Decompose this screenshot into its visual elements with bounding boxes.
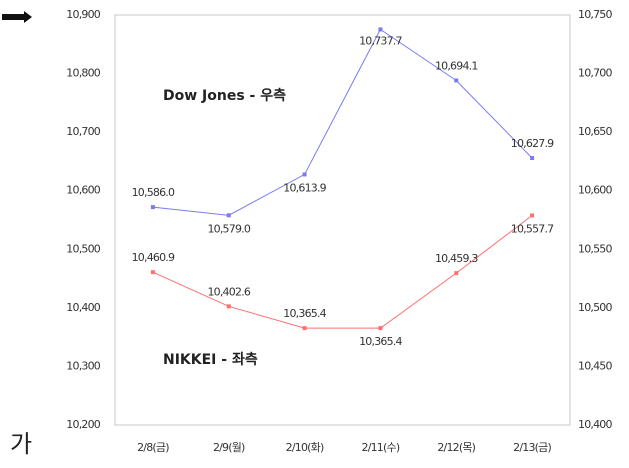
x-tick-label: 2/8(금): [137, 441, 169, 454]
y2-tick-label: 10,750: [578, 8, 612, 21]
y-tick-label: 10,800: [66, 67, 100, 80]
point: [378, 27, 383, 32]
y2-tick-label: 10,400: [578, 418, 612, 431]
y-tick-label: 10,300: [66, 359, 100, 372]
y-tick-label: 10,500: [66, 242, 100, 255]
point: [302, 172, 307, 177]
point: [530, 156, 535, 161]
x-tick-label: 2/13(금): [513, 441, 551, 454]
data-label: 10,557.7: [511, 222, 554, 235]
point: [226, 304, 231, 309]
series-annotation: NIKKEI - 좌측: [163, 352, 258, 368]
series-line: [152, 28, 533, 216]
y-tick-label: 10,400: [66, 301, 100, 314]
y2-tick-label: 10,600: [578, 184, 612, 197]
data-label: 10,365.4: [283, 307, 326, 320]
data-label: 10,613.9: [283, 181, 326, 194]
y2-tick-label: 10,500: [578, 301, 612, 314]
point: [150, 205, 155, 210]
point: [378, 326, 383, 331]
y-tick-label: 10,600: [66, 184, 100, 197]
plot-frame: [114, 14, 571, 426]
y-tick-label: 10,200: [66, 418, 100, 431]
point: [226, 213, 231, 218]
x-tick-label: 2/9(월): [213, 441, 245, 454]
y-tick-label: 10,700: [66, 125, 100, 138]
data-label: 10,402.6: [207, 285, 250, 298]
series-annotation: Dow Jones - 우측: [163, 88, 286, 104]
data-label: 10,365.4: [359, 335, 402, 348]
data-label: 10,460.9: [132, 251, 175, 264]
y2-tick-label: 10,650: [578, 125, 612, 138]
data-label: 10,694.1: [435, 59, 478, 72]
corner-text: 가: [10, 430, 32, 458]
y2-tick-label: 10,450: [578, 359, 612, 372]
y2-tick-label: 10,700: [578, 67, 612, 80]
x-tick-label: 2/11(수): [362, 441, 400, 454]
y2-tick-label: 10,550: [578, 242, 612, 255]
arrow-icon: [2, 11, 32, 23]
data-label: 10,627.9: [511, 137, 554, 150]
point: [302, 326, 307, 331]
data-label: 10,586.0: [132, 186, 175, 199]
point: [454, 78, 459, 83]
data-label: 10,579.0: [207, 222, 250, 235]
point: [530, 213, 535, 218]
point: [454, 271, 459, 276]
y-tick-label: 10,900: [66, 8, 100, 21]
x-tick-label: 2/10(화): [286, 441, 324, 454]
data-label: 10,459.3: [435, 252, 478, 265]
series-line: [152, 215, 533, 329]
point: [150, 270, 155, 275]
x-tick-label: 2/12(목): [437, 441, 475, 454]
data-label: 10,737.7: [359, 34, 402, 47]
